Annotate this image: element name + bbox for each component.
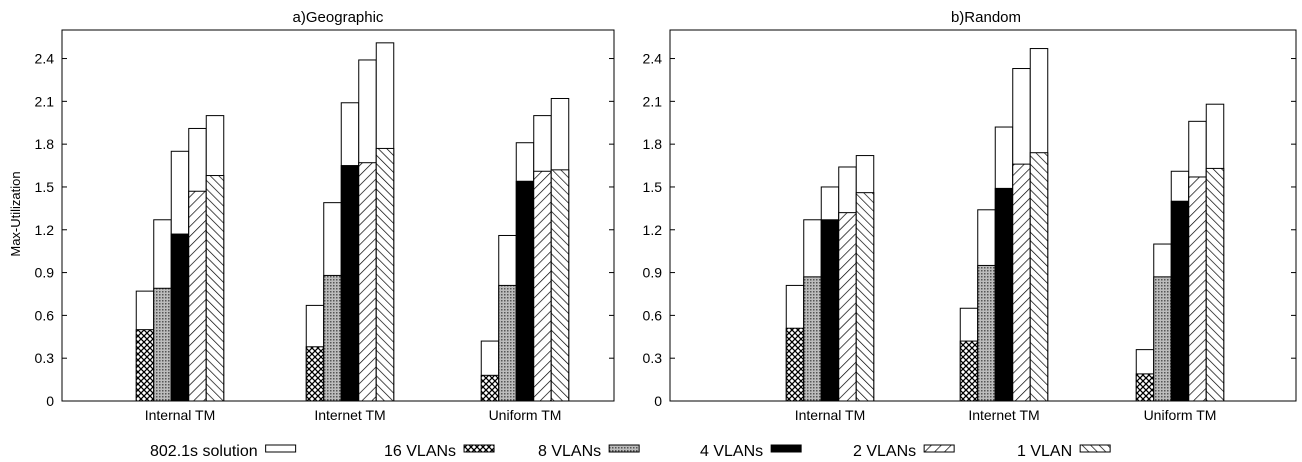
chart-title: b)Random bbox=[951, 9, 1021, 26]
bar-vlan bbox=[188, 190, 207, 402]
x-tick-label: Internal TM bbox=[795, 407, 866, 423]
bar-vlan bbox=[205, 175, 225, 402]
bar-vlan bbox=[785, 327, 805, 402]
bar-vlan bbox=[838, 212, 857, 402]
legend-item: 802.1s solution bbox=[150, 443, 297, 460]
y-tick-label: 1.5 bbox=[643, 179, 663, 195]
bar-vlan bbox=[170, 233, 190, 402]
bar-vlan bbox=[1012, 163, 1031, 402]
bar-vlan bbox=[358, 162, 377, 402]
bar-vlan bbox=[1170, 200, 1190, 402]
y-tick-label: 2.4 bbox=[643, 51, 663, 67]
legend-label: 1 VLAN bbox=[1017, 443, 1072, 460]
y-ticks: 0 0.3 0.6 0.9 1.2 1.5 1.8 2.1 2.4 bbox=[35, 51, 614, 409]
bar-vlan bbox=[135, 329, 155, 402]
legend-swatch bbox=[463, 444, 495, 453]
bar-vlan bbox=[959, 340, 979, 402]
y-tick-label: 2.1 bbox=[35, 93, 55, 109]
y-tick-label: 1.2 bbox=[35, 222, 55, 238]
y-tick-label: 0 bbox=[654, 393, 662, 409]
plot-frame bbox=[61, 29, 615, 402]
y-tick-label: 0 bbox=[46, 393, 54, 409]
legend-item: 1 VLAN bbox=[1017, 443, 1111, 460]
x-tick-labels: Internal TM Internet TM Uniform TM bbox=[795, 396, 1217, 423]
legend-swatch bbox=[1079, 444, 1111, 453]
x-tick-label: Internet TM bbox=[968, 407, 1039, 423]
legend-item: 16 VLANs bbox=[384, 443, 495, 460]
bar-vlan bbox=[994, 187, 1014, 402]
y-tick-label: 0.3 bbox=[35, 350, 55, 366]
y-tick-label: 1.8 bbox=[643, 136, 663, 152]
bar-vlan bbox=[498, 284, 517, 402]
y-tick-label: 0.6 bbox=[643, 307, 663, 323]
legend-label: 4 VLANs bbox=[700, 443, 763, 460]
x-tick-label: Uniform TM bbox=[489, 407, 562, 423]
bar-vlan bbox=[1205, 167, 1225, 402]
legend-label: 16 VLANs bbox=[384, 443, 456, 460]
bar-vlan bbox=[1135, 373, 1155, 402]
bar-vlan bbox=[305, 346, 325, 402]
bars bbox=[135, 42, 570, 402]
legend: 802.1s solution 16 VLANs 8 VLANs 4 VLANs 2 V… bbox=[150, 443, 1111, 460]
bar-vlan bbox=[340, 165, 360, 402]
y-tick-label: 1.5 bbox=[35, 179, 55, 195]
x-tick-label: Uniform TM bbox=[1144, 407, 1217, 423]
y-tick-label: 1.8 bbox=[35, 136, 55, 152]
panel-geographic: a)Geographic Max-Utilization 0 0.3 0.6 0.9 1… bbox=[8, 9, 615, 423]
legend-item: 2 VLANs bbox=[853, 443, 955, 460]
panel-random: b)Random 0 0.3 0.6 0.9 1.2 1.5 1.8 2.1 2.4 Inter… bbox=[643, 9, 1297, 423]
bar-vlan bbox=[323, 274, 342, 402]
y-tick-label: 0.6 bbox=[35, 307, 55, 323]
y-tick-label: 0.3 bbox=[643, 350, 663, 366]
x-tick-label: Internal TM bbox=[145, 407, 216, 423]
plot-frame bbox=[669, 29, 1297, 402]
bar-vlan bbox=[533, 170, 552, 402]
chart-title: a)Geographic bbox=[293, 9, 384, 26]
bar-vlan bbox=[480, 374, 500, 402]
bar-vlan bbox=[977, 264, 996, 402]
y-tick-label: 0.9 bbox=[35, 265, 55, 281]
bar-vlan bbox=[153, 287, 172, 402]
bar-vlan bbox=[515, 180, 535, 402]
legend-swatch bbox=[265, 444, 297, 453]
bar-vlan bbox=[375, 147, 395, 402]
y-tick-label: 2.1 bbox=[643, 93, 663, 109]
bars bbox=[785, 48, 1225, 402]
bar-vlan bbox=[550, 169, 570, 402]
legend-swatch bbox=[923, 444, 955, 453]
bar-vlan bbox=[855, 192, 875, 402]
y-ticks: 0 0.3 0.6 0.9 1.2 1.5 1.8 2.1 2.4 bbox=[643, 51, 1296, 409]
legend-item: 4 VLANs bbox=[700, 443, 802, 460]
x-tick-label: Internet TM bbox=[314, 407, 385, 423]
bar-vlan bbox=[803, 276, 822, 402]
legend-label: 8 VLANs bbox=[538, 443, 601, 460]
bar-vlan bbox=[1188, 176, 1207, 402]
y-axis-label: Max-Utilization bbox=[8, 171, 23, 256]
legend-label: 802.1s solution bbox=[150, 443, 258, 460]
y-tick-label: 2.4 bbox=[35, 51, 55, 67]
legend-item: 8 VLANs bbox=[538, 443, 640, 460]
x-tick-labels: Internal TM Internet TM Uniform TM bbox=[145, 396, 562, 423]
bar-vlan bbox=[820, 219, 840, 402]
legend-label: 2 VLANs bbox=[853, 443, 916, 460]
bar-vlan bbox=[1029, 152, 1049, 402]
legend-swatch bbox=[608, 444, 640, 453]
bar-vlan bbox=[1153, 276, 1172, 402]
y-tick-label: 0.9 bbox=[643, 265, 663, 281]
y-tick-label: 1.2 bbox=[643, 222, 663, 238]
legend-swatch bbox=[770, 444, 802, 453]
